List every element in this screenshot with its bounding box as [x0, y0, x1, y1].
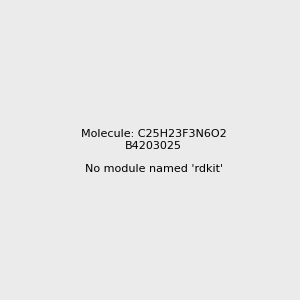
- Text: Molecule: C25H23F3N6O2
B4203025

No module named 'rdkit': Molecule: C25H23F3N6O2 B4203025 No modul…: [81, 129, 226, 174]
